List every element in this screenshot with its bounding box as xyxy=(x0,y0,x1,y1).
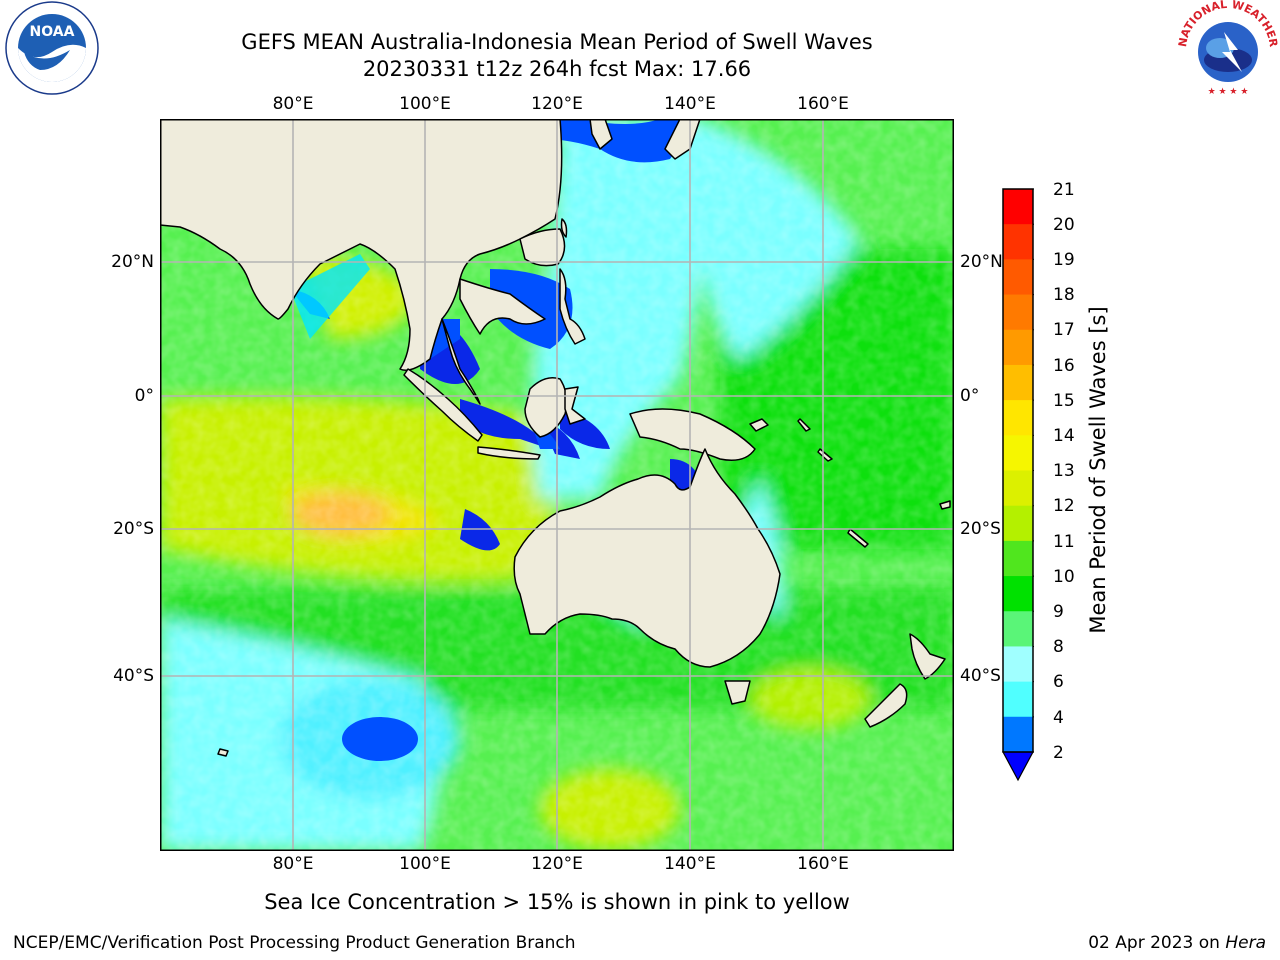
footer-date: 02 Apr 2023 on Hera xyxy=(1088,933,1266,953)
colorbar-tick-label: 17 xyxy=(1053,320,1075,340)
noaa-logo: NOAA xyxy=(0,0,104,104)
lon-tick-bottom: 140°E xyxy=(664,854,716,874)
colorbar-segment xyxy=(1003,435,1033,471)
colorbar-tick-label: 14 xyxy=(1053,426,1075,446)
philippines-islands xyxy=(559,268,586,345)
colorbar-segment xyxy=(1003,189,1033,225)
colorbar-tick-label: 20 xyxy=(1053,215,1075,235)
colorbar-segment xyxy=(1003,364,1033,401)
nws-logo: NATIONAL WEATHER SERVICE ★ ★ ★ ★ xyxy=(1172,0,1280,104)
tasmania-island xyxy=(724,680,751,705)
colorbar-segment xyxy=(1003,224,1033,260)
colorbar-tick-label: 12 xyxy=(1053,496,1075,516)
colorbar-tick-label: 4 xyxy=(1053,708,1064,728)
colorbar-segment xyxy=(1003,400,1033,436)
colorbar-tick-label: 13 xyxy=(1053,461,1075,481)
map-subtitle: 20230331 t12z 264h fcst Max: 17.66 xyxy=(362,57,752,81)
map-title: GEFS MEAN Australia-Indonesia Mean Perio… xyxy=(241,30,873,54)
svg-text:★ ★ ★ ★: ★ ★ ★ ★ xyxy=(1208,87,1249,97)
colorbar-segment xyxy=(1003,611,1033,647)
colorbar-tick-label: 18 xyxy=(1053,285,1075,305)
lon-tick-top: 140°E xyxy=(664,94,716,114)
colorbar-tick-label: 21 xyxy=(1053,180,1075,200)
lat-tick-left: 0° xyxy=(134,386,154,406)
map-frame xyxy=(160,119,954,851)
colorbar-label: Mean Period of Swell Waves [s] xyxy=(1086,306,1110,634)
footer-date-text: 02 Apr 2023 on xyxy=(1088,933,1226,953)
colorbar-tick-label: 6 xyxy=(1053,672,1064,692)
colorbar-segment xyxy=(1003,470,1033,507)
lon-tick-bottom: 80°E xyxy=(272,854,314,874)
lat-tick-left: 20°N xyxy=(111,252,154,272)
colorbar-segment xyxy=(1003,646,1033,683)
lat-tick-right: 40°S xyxy=(960,666,1001,686)
lon-tick-bottom: 160°E xyxy=(797,854,849,874)
sea-ice-note: Sea Ice Concentration > 15% is shown in … xyxy=(264,890,850,914)
lon-tick-bottom: 120°E xyxy=(531,854,583,874)
colorbar-tick-label: 2 xyxy=(1053,743,1064,763)
colorbar-tick-label: 10 xyxy=(1053,567,1075,587)
lat-tick-right: 20°S xyxy=(960,519,1001,539)
lon-tick-bottom: 100°E xyxy=(399,854,451,874)
colorbar-tick-label: 16 xyxy=(1053,356,1075,376)
colorbar-segment xyxy=(1003,505,1033,542)
lat-tick-left: 40°S xyxy=(113,666,154,686)
australia-landmass xyxy=(513,448,781,668)
lat-tick-right: 20°N xyxy=(960,252,1003,272)
colorbar-segment xyxy=(1003,294,1033,331)
lat-tick-right: 0° xyxy=(960,386,980,406)
lon-tick-top: 120°E xyxy=(531,94,583,114)
colorbar-segment xyxy=(1003,681,1033,718)
colorbar-tick-label: 15 xyxy=(1053,391,1075,411)
colorbar-segment xyxy=(1003,716,1033,752)
sumatra-island xyxy=(403,368,483,442)
lon-tick-top: 80°E xyxy=(272,94,314,114)
colorbar-segment xyxy=(1003,576,1033,612)
graticule xyxy=(160,119,954,851)
noaa-logo-text: NOAA xyxy=(30,24,75,40)
lat-tick-left: 20°S xyxy=(113,519,154,539)
colorbar-segment xyxy=(1003,329,1033,366)
colorbar-segment xyxy=(1003,540,1033,577)
swell-period-map xyxy=(160,119,954,851)
new-zealand-north xyxy=(909,633,946,680)
asia-landmass xyxy=(160,119,563,371)
footer-machine: Hera xyxy=(1225,933,1266,953)
colorbar-tick-label: 11 xyxy=(1053,532,1075,552)
lon-tick-top: 100°E xyxy=(399,94,451,114)
colorbar-tick-label: 19 xyxy=(1053,250,1075,270)
java-island xyxy=(477,446,541,460)
colorbar-segment xyxy=(1003,259,1033,296)
colorbar-tick-label: 9 xyxy=(1053,602,1064,622)
colorbar xyxy=(1002,188,1034,782)
colorbar-tick-label: 8 xyxy=(1053,637,1064,657)
new-zealand-south xyxy=(864,683,908,728)
footer-credit: NCEP/EMC/Verification Post Processing Pr… xyxy=(13,933,576,953)
lon-tick-top: 160°E xyxy=(797,94,849,114)
